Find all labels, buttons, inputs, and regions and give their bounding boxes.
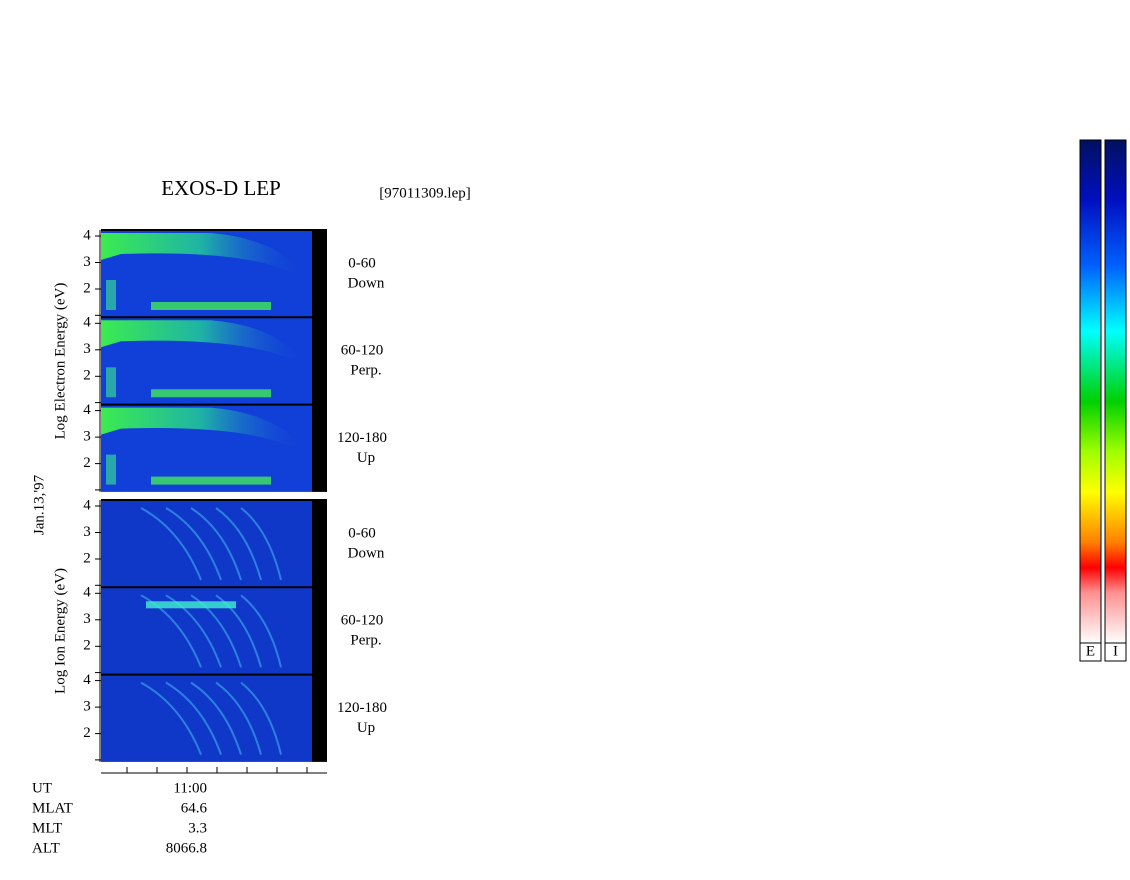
colorbar-label: E xyxy=(1086,643,1095,659)
info-label: MLAT xyxy=(32,800,73,816)
direction: Perp. xyxy=(350,633,381,649)
spectrogram-arc xyxy=(190,507,242,581)
spectrogram-band xyxy=(101,233,301,272)
info-value: 3.3 xyxy=(188,820,207,836)
info-value: 64.6 xyxy=(181,800,208,816)
y-tick-label: 2 xyxy=(83,725,91,741)
y-tick-label: 3 xyxy=(83,699,91,715)
spectrogram-band xyxy=(151,476,271,485)
spectrogram-band xyxy=(106,454,116,485)
info-label: MLT xyxy=(32,820,62,836)
spectrogram-arc xyxy=(240,507,282,581)
y-tick-label: 4 xyxy=(83,672,91,688)
spectrogram xyxy=(101,674,312,762)
spectrogram-arc xyxy=(240,594,282,668)
spectrogram-arc xyxy=(190,594,242,668)
y-tick-label: 4 xyxy=(83,497,91,513)
spectrogram-band xyxy=(106,367,116,398)
colorbar-label-box xyxy=(1104,642,1127,662)
y-tick-label: 4 xyxy=(83,402,91,418)
info-value: 8066.8 xyxy=(166,840,207,856)
info-label: ALT xyxy=(32,840,60,856)
colorbar xyxy=(1079,139,1102,644)
spectrogram-arc xyxy=(215,594,262,668)
y-tick-label: 3 xyxy=(83,341,91,357)
direction: Up xyxy=(357,720,375,736)
y-tick-label: 3 xyxy=(83,254,91,270)
spectrogram-band xyxy=(146,601,236,609)
spectrogram-arc xyxy=(190,681,242,755)
y-axis-label: Log Ion Energy (eV) xyxy=(52,568,68,694)
spectrogram-arc xyxy=(165,594,222,668)
y-axis-label: Log Electron Energy (eV) xyxy=(52,283,68,440)
colorbar-label-box xyxy=(1079,642,1102,662)
spectrogram-arc xyxy=(140,681,202,755)
date: Jan.13,'97 xyxy=(31,474,47,535)
y-tick-label: 3 xyxy=(83,611,91,627)
spectrogram-arc xyxy=(140,594,202,668)
pitch-angle: 120-180 xyxy=(337,700,387,716)
pitch-angle: 60-120 xyxy=(341,613,384,629)
pitch-angle: 0-60 xyxy=(348,255,376,271)
y-tick-label: 2 xyxy=(83,280,91,296)
direction: Down xyxy=(348,545,385,561)
spectrogram-band xyxy=(151,302,271,310)
spectrogram-band xyxy=(101,320,301,360)
direction: Up xyxy=(357,450,375,466)
spectrogram-arc xyxy=(165,507,222,581)
direction: Down xyxy=(348,275,385,291)
y-tick-label: 3 xyxy=(83,524,91,540)
pitch-angle: 120-180 xyxy=(337,430,387,446)
colorbar-label: I xyxy=(1113,643,1118,659)
pitch-angle: 0-60 xyxy=(348,525,376,541)
y-tick-label: 4 xyxy=(83,227,91,243)
spectrogram-arc xyxy=(240,681,282,755)
file-name: [97011309.lep] xyxy=(379,185,471,201)
pitch-angle: 60-120 xyxy=(341,343,384,359)
spectrogram-arc xyxy=(215,507,262,581)
y-tick-label: 3 xyxy=(83,429,91,445)
black-strip xyxy=(312,500,327,762)
y-tick-label: 2 xyxy=(83,455,91,471)
spectrogram xyxy=(101,500,312,588)
y-tick-label: 2 xyxy=(83,368,91,384)
spectrogram-arc xyxy=(140,507,202,581)
y-tick-label: 2 xyxy=(83,550,91,566)
spectrogram-band xyxy=(106,280,116,310)
spectrogram-arc xyxy=(165,681,222,755)
colorbar xyxy=(1104,139,1127,644)
spectrogram-band xyxy=(101,407,301,447)
info-value: 11:00 xyxy=(173,780,207,796)
direction: Perp. xyxy=(350,363,381,379)
title: EXOS-D LEP xyxy=(161,176,281,200)
info-label: UT xyxy=(32,780,52,796)
spectrogram-band xyxy=(151,389,271,398)
spectrogram-arc xyxy=(215,681,262,755)
black-strip xyxy=(312,230,327,492)
y-tick-label: 4 xyxy=(83,315,91,331)
y-tick-label: 2 xyxy=(83,638,91,654)
y-tick-label: 4 xyxy=(83,585,91,601)
